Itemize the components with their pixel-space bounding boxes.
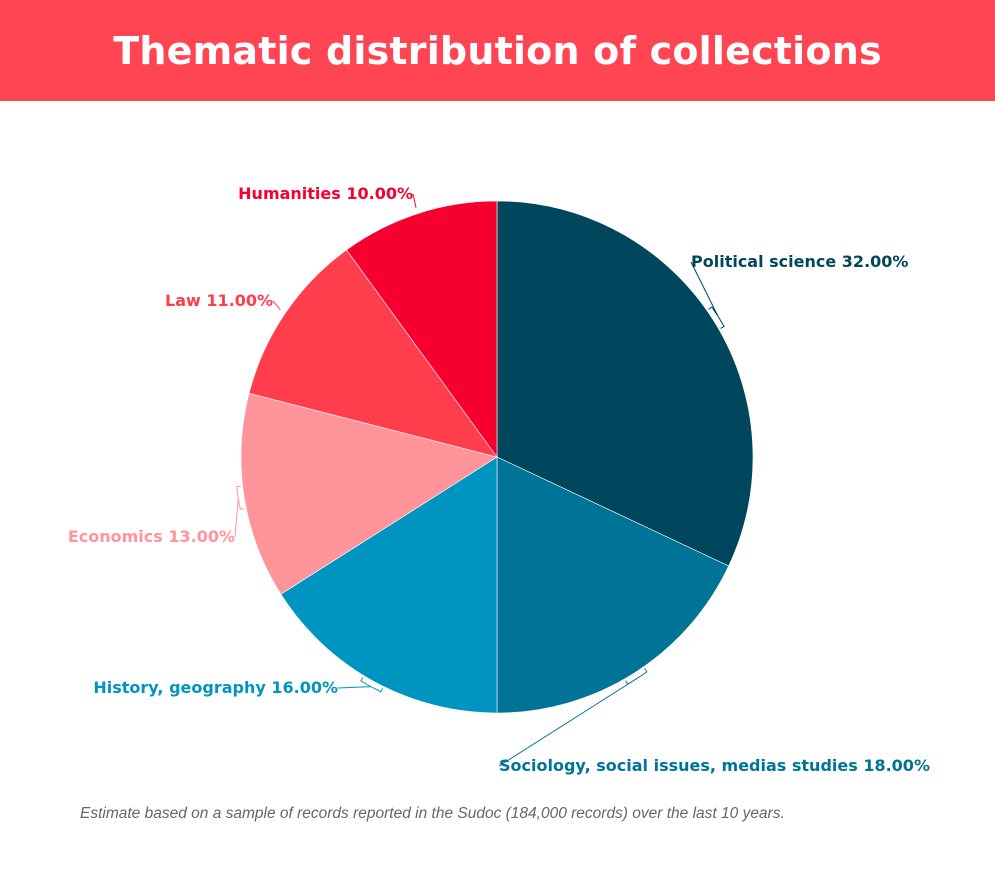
slice-label-name: Humanities xyxy=(238,184,346,203)
leader-line xyxy=(412,193,417,208)
pie-chart: Political science 32.00% Sociology, socia… xyxy=(68,184,930,775)
slice-label: Sociology, social issues, medias studies… xyxy=(499,756,930,775)
pie-slice-sociology-social-issues-medias-studies[interactable] xyxy=(496,456,730,714)
leader-line xyxy=(234,485,245,538)
leader-line xyxy=(272,300,281,311)
slice-label-value: 16.00% xyxy=(271,678,338,697)
slice-label-name: Political science xyxy=(691,252,842,271)
chart-header: Thematic distribution of collections xyxy=(0,0,995,101)
slice-label-name: Sociology, social issues, medias studies xyxy=(499,756,863,775)
slice-label: Economics 13.00% xyxy=(68,527,235,546)
leader-line xyxy=(337,677,384,693)
slice-label: Political science 32.00% xyxy=(691,252,908,271)
pie-slice-law[interactable] xyxy=(248,249,498,458)
slice-label-name: Law xyxy=(165,291,206,310)
slice-label-value: 32.00% xyxy=(842,252,909,271)
slice-label: Humanities 10.00% xyxy=(238,184,413,203)
pie-slice-economics[interactable] xyxy=(240,392,498,595)
pie-slice-political-science[interactable] xyxy=(496,200,754,567)
pie-slice-humanities[interactable] xyxy=(346,200,498,458)
pie-slice-history-geography[interactable] xyxy=(280,456,498,714)
slice-label-value: 10.00% xyxy=(346,184,413,203)
footnote: Estimate based on a sample of records re… xyxy=(80,805,785,822)
slice-label-value: 13.00% xyxy=(168,527,235,546)
leader-line xyxy=(690,261,725,329)
label-leaders xyxy=(234,193,725,767)
chart-title: Thematic distribution of collections xyxy=(113,28,882,73)
leader-line xyxy=(498,668,648,767)
slice-label-name: Economics xyxy=(68,527,169,546)
slice-label: History, geography 16.00% xyxy=(93,678,338,697)
slice-label: Law 11.00% xyxy=(165,291,273,310)
pie-slices xyxy=(240,200,754,714)
slice-labels: Political science 32.00% Sociology, socia… xyxy=(68,184,930,775)
slice-label-value: 11.00% xyxy=(206,291,273,310)
slice-label-name: History, geography xyxy=(93,678,271,697)
slice-label-value: 18.00% xyxy=(863,756,930,775)
